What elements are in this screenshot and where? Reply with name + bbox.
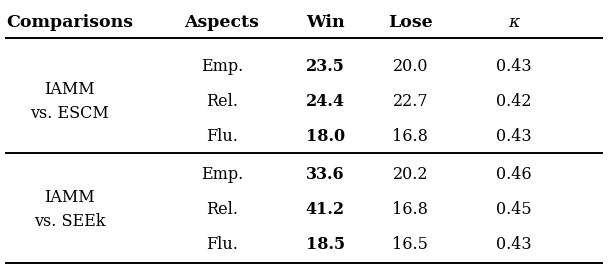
Text: 24.4: 24.4 <box>306 93 345 110</box>
Text: 0.45: 0.45 <box>496 201 531 218</box>
Text: 16.8: 16.8 <box>392 201 429 218</box>
Text: 0.46: 0.46 <box>496 166 531 183</box>
Text: 41.2: 41.2 <box>306 201 345 218</box>
Text: 0.42: 0.42 <box>496 93 531 110</box>
Text: Win: Win <box>306 15 345 31</box>
Text: 20.2: 20.2 <box>393 166 428 183</box>
Text: 16.8: 16.8 <box>392 128 429 145</box>
Text: Comparisons: Comparisons <box>7 15 133 31</box>
Text: Flu.: Flu. <box>206 128 238 145</box>
Text: Rel.: Rel. <box>206 93 238 110</box>
Text: IAMM
vs. SEEk: IAMM vs. SEEk <box>34 189 106 230</box>
Text: Rel.: Rel. <box>206 201 238 218</box>
Text: 0.43: 0.43 <box>496 128 531 145</box>
Text: κ: κ <box>508 15 519 31</box>
Text: 33.6: 33.6 <box>306 166 345 183</box>
Text: 16.5: 16.5 <box>392 236 429 253</box>
Text: Emp.: Emp. <box>201 166 243 183</box>
Text: 22.7: 22.7 <box>393 93 428 110</box>
Text: Aspects: Aspects <box>184 15 260 31</box>
Text: Lose: Lose <box>388 15 433 31</box>
Text: 0.43: 0.43 <box>496 236 531 253</box>
Text: IAMM
vs. ESCM: IAMM vs. ESCM <box>30 81 109 122</box>
Text: 23.5: 23.5 <box>306 58 345 75</box>
Text: 18.0: 18.0 <box>306 128 345 145</box>
Text: Flu.: Flu. <box>206 236 238 253</box>
Text: 0.43: 0.43 <box>496 58 531 75</box>
Text: Emp.: Emp. <box>201 58 243 75</box>
Text: 20.0: 20.0 <box>393 58 428 75</box>
Text: 18.5: 18.5 <box>306 236 345 253</box>
